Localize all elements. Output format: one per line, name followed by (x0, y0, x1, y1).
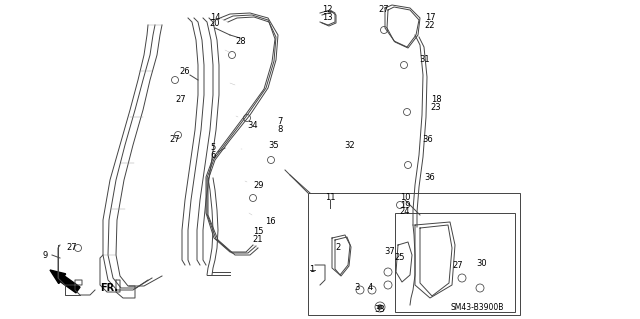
Text: 18: 18 (431, 95, 442, 105)
Text: 27: 27 (379, 5, 389, 14)
Text: 22: 22 (425, 20, 435, 29)
Bar (395, 213, 515, 312)
Text: 24: 24 (400, 207, 410, 217)
Text: 27: 27 (176, 95, 186, 105)
Text: 9: 9 (42, 250, 47, 259)
Text: 1: 1 (309, 265, 315, 275)
Text: 36: 36 (422, 136, 433, 145)
Text: SM43-B3900B: SM43-B3900B (451, 303, 504, 313)
Text: 34: 34 (248, 121, 259, 130)
Text: 17: 17 (425, 13, 435, 23)
Text: 3: 3 (355, 283, 360, 292)
Text: 27: 27 (67, 243, 77, 253)
Text: 27: 27 (170, 136, 180, 145)
Text: 28: 28 (236, 38, 246, 47)
Text: 35: 35 (269, 140, 279, 150)
Text: 27: 27 (452, 261, 463, 270)
Text: 33: 33 (374, 306, 385, 315)
Text: FR.: FR. (100, 283, 118, 293)
Text: 15: 15 (253, 227, 263, 236)
Text: 10: 10 (400, 194, 410, 203)
Text: 7: 7 (277, 117, 283, 127)
Text: 2: 2 (335, 243, 340, 253)
Text: 20: 20 (210, 19, 220, 28)
Text: 23: 23 (431, 102, 442, 112)
Text: 21: 21 (253, 234, 263, 243)
Text: 13: 13 (322, 12, 332, 21)
Text: 25: 25 (395, 254, 405, 263)
Text: 4: 4 (367, 283, 372, 292)
Text: 11: 11 (324, 194, 335, 203)
Text: 29: 29 (253, 181, 264, 189)
Text: 16: 16 (265, 218, 275, 226)
Text: 37: 37 (385, 248, 396, 256)
Text: 6: 6 (211, 151, 216, 160)
Bar (308, 193, 520, 315)
FancyArrow shape (50, 270, 80, 293)
Text: 14: 14 (210, 12, 220, 21)
Text: 19: 19 (400, 201, 410, 210)
Text: 12: 12 (322, 5, 332, 14)
Text: 8: 8 (277, 124, 283, 133)
Text: 26: 26 (180, 68, 190, 77)
Text: 31: 31 (420, 56, 430, 64)
Text: 32: 32 (345, 140, 355, 150)
Text: 30: 30 (477, 258, 487, 268)
Text: 5: 5 (211, 144, 216, 152)
Circle shape (378, 305, 382, 309)
Text: 36: 36 (424, 174, 435, 182)
